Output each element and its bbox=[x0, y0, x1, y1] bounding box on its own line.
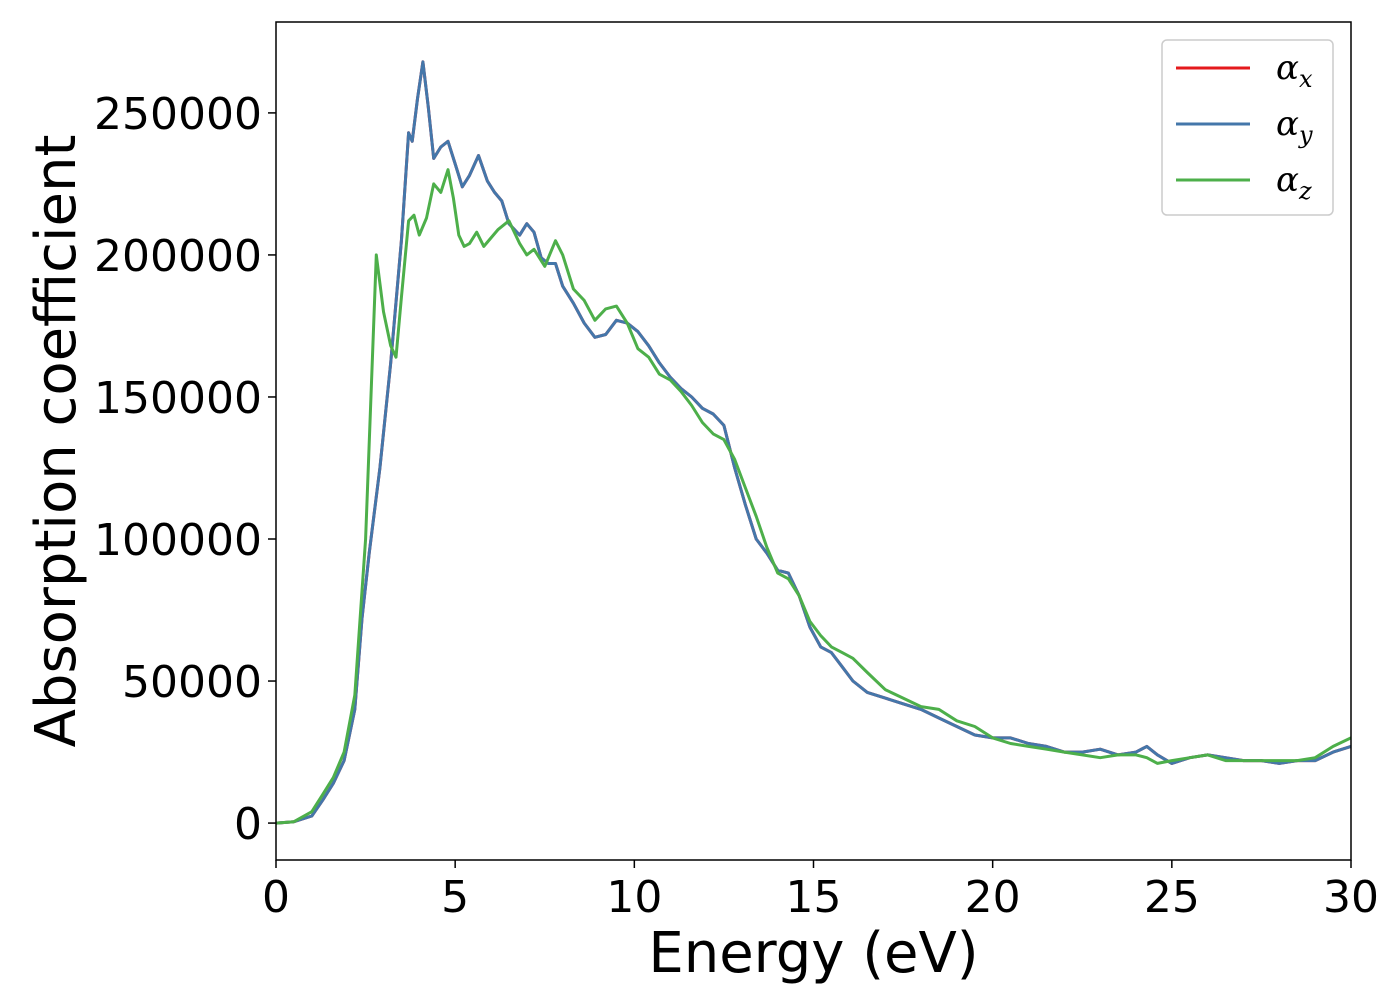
y-tick-label: 50000 bbox=[122, 657, 262, 708]
y-tick-label: 100000 bbox=[94, 515, 262, 566]
y-tick-label: 150000 bbox=[94, 373, 262, 424]
series-line-z bbox=[276, 168, 1351, 825]
x-tick-label: 30 bbox=[1323, 872, 1379, 923]
x-tick-label: 10 bbox=[606, 872, 662, 923]
series-layer bbox=[276, 60, 1351, 825]
y-axis-ticks: 0 50000 100000 150000 200000 250000 bbox=[94, 89, 276, 850]
x-tick-label: 20 bbox=[965, 872, 1021, 923]
y-axis-title: Absorption coefficient bbox=[24, 135, 89, 748]
y-tick-label: 0 bbox=[234, 799, 262, 850]
x-tick-label: 25 bbox=[1144, 872, 1200, 923]
y-tick-label: 200000 bbox=[94, 231, 262, 282]
x-axis-title: Energy (eV) bbox=[648, 921, 978, 986]
x-axis-ticks: 0 5 10 15 20 25 30 bbox=[262, 860, 1379, 923]
x-tick-label: 0 bbox=[262, 872, 290, 923]
legend-box bbox=[1161, 39, 1334, 216]
y-tick-label: 250000 bbox=[94, 89, 262, 140]
x-tick-label: 15 bbox=[786, 872, 842, 923]
x-tick-label: 5 bbox=[441, 872, 469, 923]
series-line-y bbox=[276, 60, 1351, 825]
